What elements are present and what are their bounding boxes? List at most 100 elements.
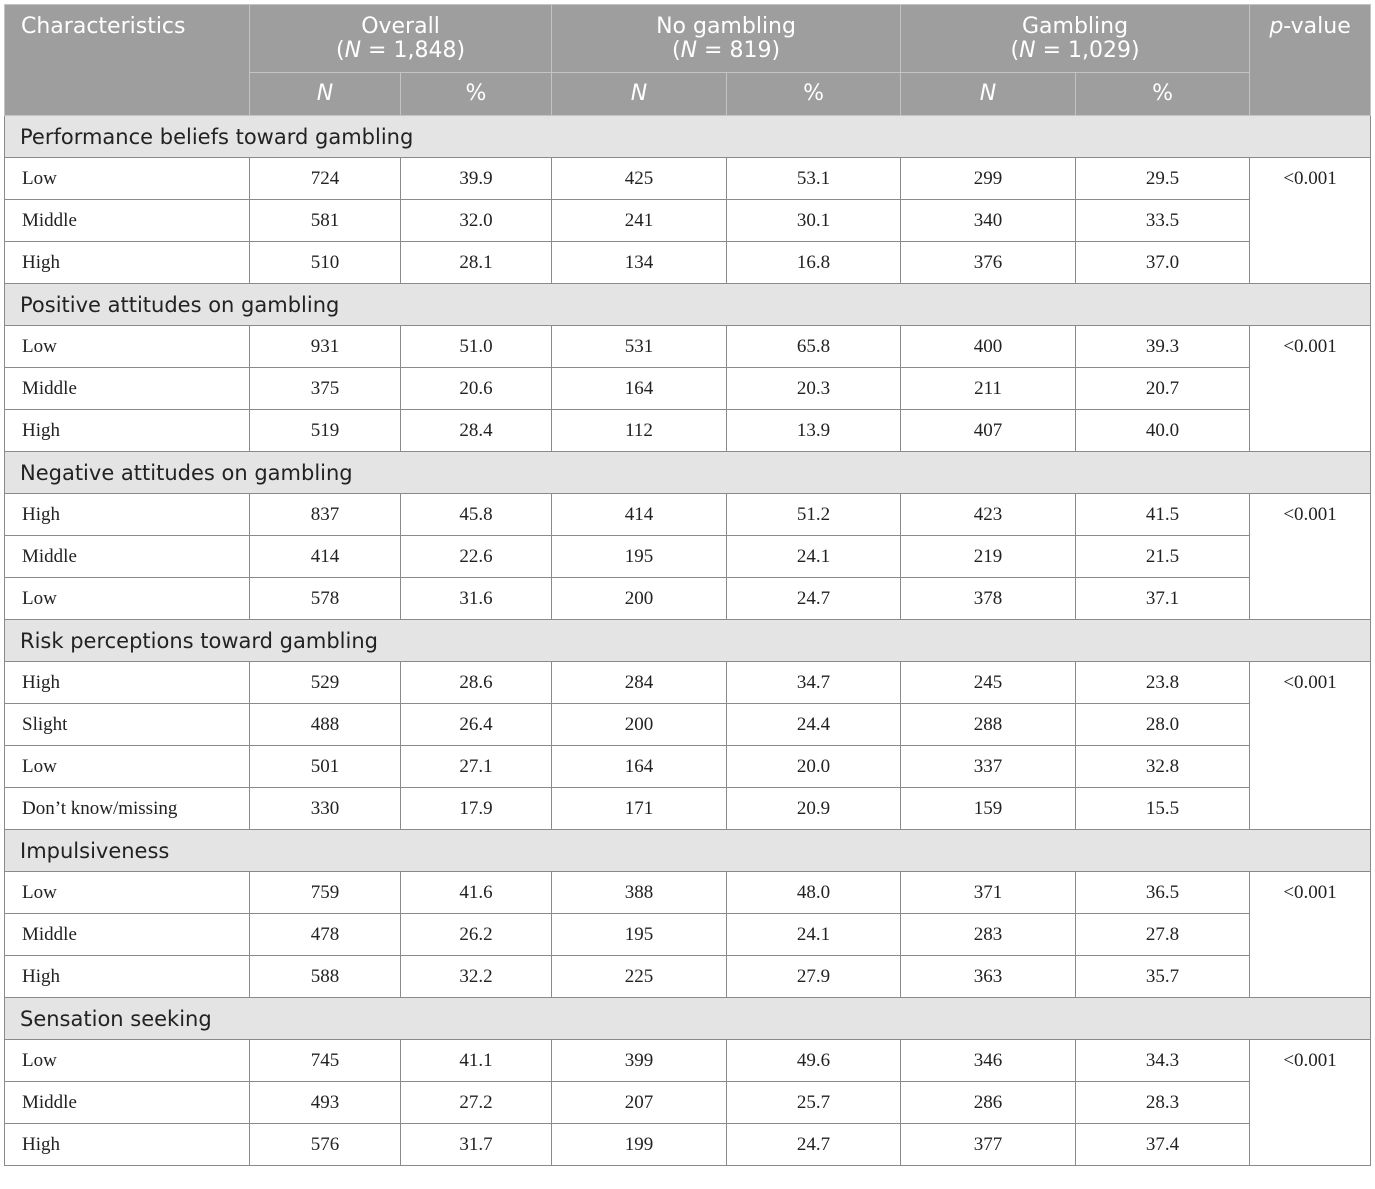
cell-pct: 37.4 <box>1075 1123 1251 1166</box>
cell-pct: 32.2 <box>399 955 553 998</box>
row-label: Middle <box>4 199 250 242</box>
cell-n: 337 <box>900 745 1077 788</box>
cell-pct: 27.2 <box>399 1081 553 1124</box>
section-title: Performance beliefs toward gambling <box>3 115 1372 158</box>
cell-pct: 26.2 <box>399 913 553 956</box>
cell-n: 363 <box>900 955 1077 998</box>
row-label: Don’t know/missing <box>4 787 250 830</box>
section-title: Negative attitudes on gambling <box>3 451 1372 494</box>
row-label: Middle <box>4 913 250 956</box>
cell-n: 423 <box>900 493 1077 536</box>
cell-n: 931 <box>249 325 401 368</box>
cell-pct: 20.7 <box>1075 367 1251 410</box>
table-row: Middle 375 20.6 164 20.3 211 20.7 <box>4 367 1371 410</box>
cell-pct: 22.6 <box>399 535 553 578</box>
section-header-row: Sensation seeking <box>3 997 1372 1040</box>
row-label: Low <box>4 745 250 788</box>
cell-n: 388 <box>551 871 728 914</box>
cell-n: 371 <box>900 871 1077 914</box>
table-row: High 588 32.2 225 27.9 363 35.7 <box>4 955 1371 998</box>
header-pvalue: p-value <box>1249 4 1372 116</box>
cell-n: 759 <box>249 871 401 914</box>
row-label: Slight <box>4 703 250 746</box>
cell-pct: 27.9 <box>726 955 902 998</box>
cell-n: 195 <box>551 535 728 578</box>
cell-pct: 28.6 <box>399 661 553 704</box>
cell-pct: 20.3 <box>726 367 902 410</box>
row-label: High <box>4 1123 250 1166</box>
cell-n: 283 <box>900 913 1077 956</box>
cell-pct: 33.5 <box>1075 199 1251 242</box>
cell-pct: 24.1 <box>726 913 902 956</box>
cell-pvalue: <0.001 <box>1249 157 1372 284</box>
table-row: Low 745 41.1 399 49.6 346 34.3 <0.001 <box>4 1039 1372 1166</box>
row-label: Middle <box>4 535 250 578</box>
table-row: High 510 28.1 134 16.8 376 37.0 <box>4 241 1371 284</box>
cell-pct: 45.8 <box>399 493 553 536</box>
cell-pct: 16.8 <box>726 241 902 284</box>
row-label: High <box>4 241 250 284</box>
section-header-row: Performance beliefs toward gambling <box>3 115 1372 158</box>
cell-pct: 51.2 <box>726 493 902 536</box>
table-row: High 837 45.8 414 51.2 423 41.5 <0.001 <box>4 493 1372 620</box>
table-row: Low 501 27.1 164 20.0 337 32.8 <box>4 745 1371 788</box>
cell-n: 340 <box>900 199 1077 242</box>
section-header-row: Positive attitudes on gambling <box>3 283 1372 326</box>
cell-n: 529 <box>249 661 401 704</box>
cell-n: 219 <box>900 535 1077 578</box>
row-label: High <box>4 955 250 998</box>
cell-pct: 24.7 <box>726 577 902 620</box>
section-header-row: Negative attitudes on gambling <box>3 451 1372 494</box>
cell-n: 375 <box>249 367 401 410</box>
cell-pct: 28.0 <box>1075 703 1251 746</box>
section-header-row: Impulsiveness <box>3 829 1372 872</box>
section-title: Impulsiveness <box>3 829 1372 872</box>
cell-pct: 31.6 <box>399 577 553 620</box>
cell-pvalue: <0.001 <box>1249 661 1372 830</box>
cell-n: 724 <box>249 157 401 200</box>
cell-n: 377 <box>900 1123 1077 1166</box>
cell-n: 199 <box>551 1123 728 1166</box>
cell-pct: 24.7 <box>726 1123 902 1166</box>
cell-n: 578 <box>249 577 401 620</box>
cell-n: 576 <box>249 1123 401 1166</box>
table-row: High 519 28.4 112 13.9 407 40.0 <box>4 409 1371 452</box>
cell-n: 330 <box>249 787 401 830</box>
cell-n: 200 <box>551 577 728 620</box>
table-row: Middle 581 32.0 241 30.1 340 33.5 <box>4 199 1371 242</box>
cell-n: 376 <box>900 241 1077 284</box>
row-label: Low <box>4 1039 250 1082</box>
table-row: High 576 31.7 199 24.7 377 37.4 <box>4 1123 1371 1166</box>
cell-n: 211 <box>900 367 1077 410</box>
cell-pct: 37.1 <box>1075 577 1251 620</box>
cell-pct: 17.9 <box>399 787 553 830</box>
section-title: Positive attitudes on gambling <box>3 283 1372 326</box>
cell-pct: 28.3 <box>1075 1081 1251 1124</box>
header-group-gambling: Gambling (N = 1,029) <box>900 4 1251 73</box>
cell-pct: 39.3 <box>1075 325 1251 368</box>
table-body: Performance beliefs toward gambling Low 72… <box>3 115 1372 1166</box>
table-row: Middle 493 27.2 207 25.7 286 28.3 <box>4 1081 1371 1124</box>
cell-pct: 31.7 <box>399 1123 553 1166</box>
cell-n: 745 <box>249 1039 401 1082</box>
cell-n: 195 <box>551 913 728 956</box>
cell-n: 241 <box>551 199 728 242</box>
cell-n: 346 <box>900 1039 1077 1082</box>
row-label: Low <box>4 871 250 914</box>
cell-n: 284 <box>551 661 728 704</box>
header-characteristics: Characteristics <box>4 4 250 116</box>
cell-pct: 37.0 <box>1075 241 1251 284</box>
cell-pct: 34.7 <box>726 661 902 704</box>
subheader-pct: % <box>726 72 902 116</box>
cell-pct: 27.8 <box>1075 913 1251 956</box>
cell-pvalue: <0.001 <box>1249 1039 1372 1166</box>
subheader-pct: % <box>1075 72 1251 116</box>
cell-n: 493 <box>249 1081 401 1124</box>
group-n: (N = 819) <box>671 38 781 63</box>
row-label: High <box>4 493 250 536</box>
cell-pct: 34.3 <box>1075 1039 1251 1082</box>
cell-pct: 36.5 <box>1075 871 1251 914</box>
table-row: Low 759 41.6 388 48.0 371 36.5 <0.001 <box>4 871 1372 998</box>
cell-n: 501 <box>249 745 401 788</box>
cell-pct: 32.8 <box>1075 745 1251 788</box>
